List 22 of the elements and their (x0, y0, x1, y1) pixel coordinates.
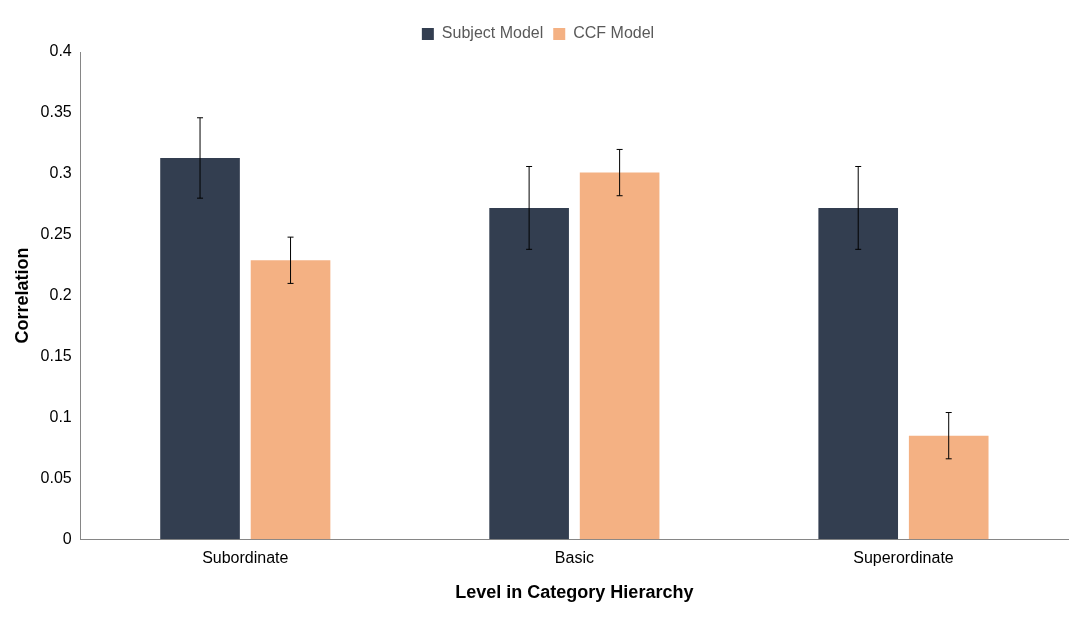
y-axis-title: Correlation (11, 247, 32, 344)
y-tick-label: 0.35 (40, 103, 72, 121)
legend-label: CCF Model (573, 24, 655, 42)
y-tick-label: 0.1 (49, 407, 72, 425)
y-tick-label: 0 (62, 529, 72, 547)
bar (489, 207, 569, 540)
bar (579, 172, 660, 540)
x-tick-label: Subordinate (202, 549, 289, 567)
bar (818, 207, 899, 540)
bar (160, 157, 240, 540)
bar (908, 435, 989, 540)
x-tick-label: Basic (554, 549, 594, 567)
y-tick-label: 0.4 (49, 42, 72, 60)
legend-label: Subject Model (441, 24, 544, 42)
x-tick-label: Superordinate (853, 549, 954, 567)
y-tick-label: 0.3 (49, 164, 72, 182)
x-axis-title: Level in Category Hierarchy (455, 582, 694, 603)
y-tick-label: 0.25 (40, 225, 72, 243)
y-tick-label: 0.2 (49, 286, 72, 304)
bar (250, 260, 331, 540)
y-tick-label: 0.15 (40, 346, 72, 364)
y-tick-label: 0.05 (40, 468, 72, 486)
